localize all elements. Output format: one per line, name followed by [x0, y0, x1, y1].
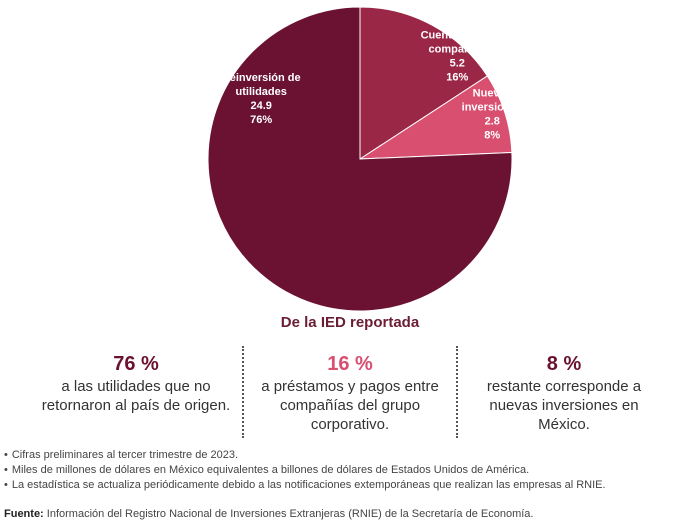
pie-chart: Cuentas entre compañías 5.2 16%Nuevas invers…: [207, 6, 523, 312]
stat-value: 8 %: [546, 353, 582, 375]
source-line: Fuente: Información del Registro Naciona…: [4, 508, 533, 520]
slice-label: Nuevas inversiones 2.8 8%: [462, 87, 523, 141]
note-item: La estadística se actualiza periódicamen…: [4, 478, 606, 493]
note-item: Cifras preliminares al tercer trimestre …: [4, 448, 606, 463]
stat-reinvestment: 76 % a las utilidades que no retornaron …: [30, 346, 242, 438]
stat-text: a préstamos y pagos entre compañías del …: [261, 378, 439, 433]
stat-value: 76 %: [113, 353, 159, 375]
stat-text: restante corresponde a nuevas inversione…: [486, 378, 642, 433]
stat-intercompany: 16 % a préstamos y pagos entre compañías…: [242, 346, 456, 438]
source-text: Información del Registro Nacional de Inv…: [46, 508, 534, 520]
pie-slice: [207, 6, 513, 312]
slice-label: Reinversión de utilidades 24.9 76%: [222, 72, 301, 126]
slice-label: Cuentas entre compañías 5.2 16%: [421, 30, 494, 84]
chart-caption: De la IED reportada: [280, 314, 420, 331]
stat-new-investment: 8 % restante corresponde a nuevas invers…: [456, 346, 670, 438]
pie-slice: [359, 6, 489, 160]
stats-row: 76 % a las utilidades que no retornaron …: [30, 346, 670, 438]
source-label: Fuente:: [4, 508, 44, 520]
note-item: Miles de millones de dólares en México e…: [4, 463, 606, 478]
stat-value: 16 %: [327, 353, 373, 375]
stat-text: a las utilidades que no retornaron al pa…: [41, 378, 231, 414]
notes-list: Cifras preliminares al tercer trimestre …: [4, 448, 606, 493]
